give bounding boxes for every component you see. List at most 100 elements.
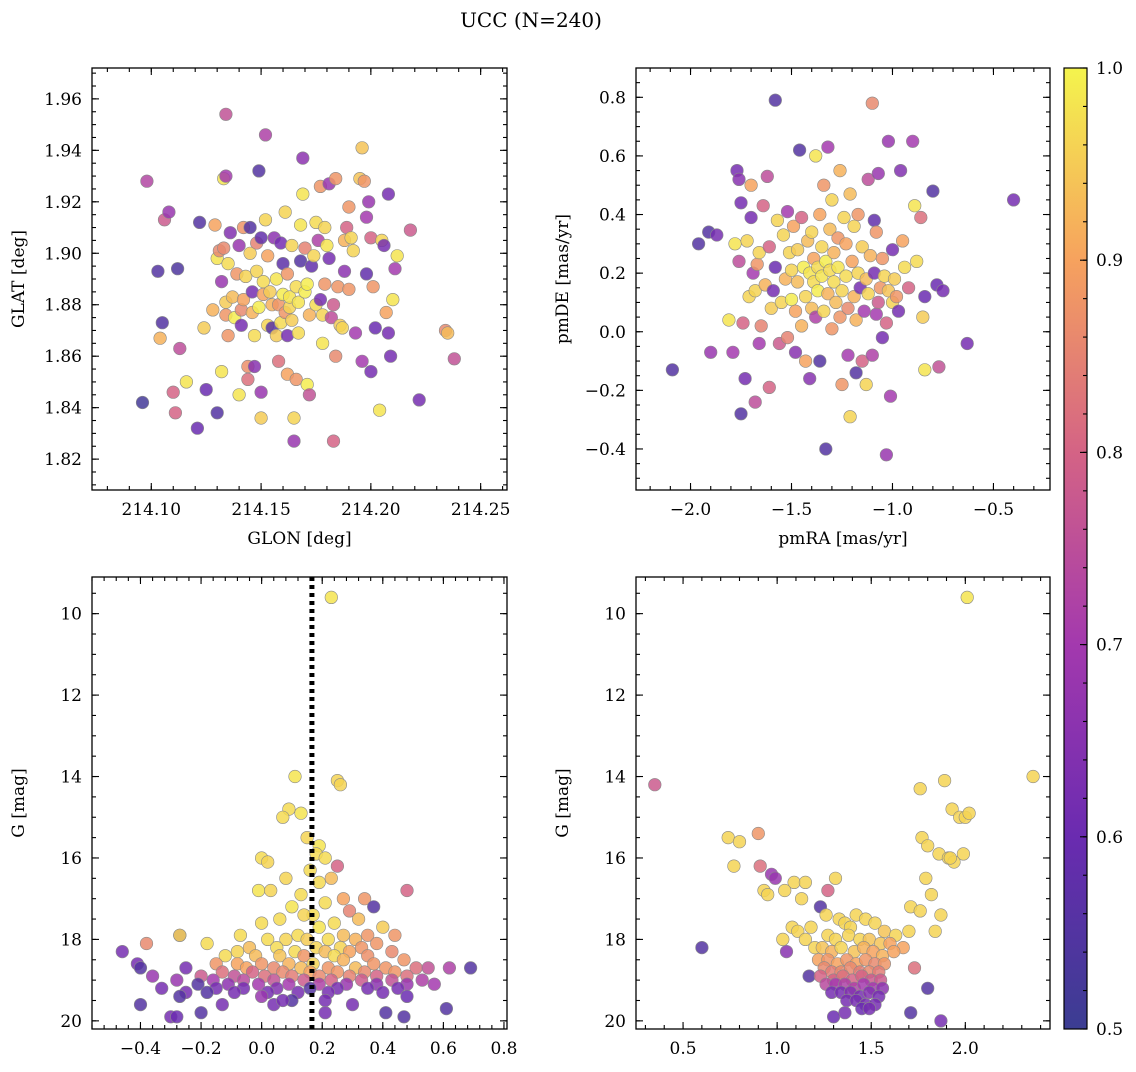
scatter-point <box>318 993 332 1008</box>
scatter-point <box>366 280 380 294</box>
scatter-point <box>381 326 396 340</box>
scatter-point <box>877 924 892 938</box>
colorbar-tick-label: 0.9 <box>1096 251 1123 271</box>
scatter-point <box>333 778 348 792</box>
scatter-point <box>845 254 859 268</box>
y-tick-label: 10 <box>604 605 626 625</box>
scatter-point <box>849 313 863 327</box>
y-tick-label: 1.92 <box>44 193 82 213</box>
scatter-point <box>843 410 857 424</box>
scatter-point <box>135 395 150 410</box>
scatter-point <box>133 961 148 975</box>
scatter-points <box>115 590 478 1024</box>
y-tick-label: 1.88 <box>44 296 82 316</box>
y-tick-label: 0.6 <box>599 147 626 167</box>
scatter-point <box>829 295 843 310</box>
scatter-point <box>397 953 411 967</box>
y-tick-label: −0.4 <box>585 440 626 460</box>
scatter-point <box>344 231 358 245</box>
scatter-point <box>798 932 813 947</box>
scatter-point <box>287 411 301 425</box>
scatter-point <box>227 985 241 1000</box>
scatter-point <box>817 178 831 192</box>
scatter-point <box>732 835 747 849</box>
scatter-point <box>210 406 224 420</box>
scatter-point <box>359 210 374 224</box>
y-tick-label: 14 <box>60 768 82 788</box>
scatter-point <box>279 932 293 947</box>
scatter-point <box>760 169 774 183</box>
scatter-point <box>750 257 764 271</box>
scatter-point <box>871 295 885 310</box>
scatter-point <box>400 883 414 898</box>
y-tick-label: 20 <box>604 1012 626 1032</box>
scatter-point <box>296 187 310 201</box>
scatter-point <box>833 310 847 324</box>
scatter-point <box>173 928 187 942</box>
x-tick-label: 214.15 <box>231 500 290 520</box>
scatter-point <box>346 244 360 258</box>
scatter-point <box>258 128 273 142</box>
scatter-point <box>794 892 809 906</box>
scatter-point <box>252 977 266 991</box>
scatter-point <box>376 985 390 1000</box>
scatter-point <box>381 187 396 201</box>
scatter-point <box>342 282 356 296</box>
scatter-point <box>871 166 885 181</box>
scatter-point <box>377 238 391 253</box>
scatter-point <box>361 928 375 942</box>
scatter-point <box>901 281 916 295</box>
x-tick-label: 214.20 <box>341 500 400 520</box>
scatter-point <box>412 393 426 407</box>
scatter-point <box>827 246 841 260</box>
scatter-point <box>318 851 332 865</box>
scatter-point <box>219 169 233 183</box>
x-tick-label: 214.10 <box>122 500 181 520</box>
scatter-point <box>828 871 843 885</box>
y-tick-label: 14 <box>604 768 626 788</box>
scatter-point <box>373 403 387 417</box>
scatter-point <box>891 304 906 318</box>
scatter-point <box>843 187 857 201</box>
scatter-point <box>367 957 381 971</box>
scatter-point <box>839 237 853 251</box>
scatter-point <box>744 178 758 192</box>
scatter-point <box>1026 769 1040 784</box>
scatter-point <box>921 981 935 995</box>
scatter-point <box>255 957 269 971</box>
scatter-point <box>391 981 405 995</box>
scatter-point <box>943 851 957 865</box>
panel-plx-g: −0.4−0.20.00.20.40.60.8101214161820Plx [… <box>9 576 517 1072</box>
scatter-point <box>833 164 847 178</box>
scatter-point <box>291 326 306 340</box>
scatter-point <box>960 336 974 351</box>
scatter-point <box>665 363 680 377</box>
scatter-point <box>348 326 363 340</box>
scatter-point <box>821 883 835 898</box>
scatter-point <box>788 345 803 359</box>
scatter-point <box>221 257 235 271</box>
scatter-point <box>285 900 299 914</box>
colorbar-tick-label: 0.6 <box>1096 828 1123 848</box>
scatter-point <box>168 406 182 420</box>
scatter-point <box>756 199 770 213</box>
scatter-point <box>318 277 332 291</box>
scatter-point <box>704 345 718 359</box>
scatter-point <box>255 989 269 1004</box>
scatter-point <box>273 949 287 963</box>
scatter-point <box>329 172 343 186</box>
y-tick-label: 20 <box>60 1012 82 1032</box>
scatter-point <box>173 989 187 1004</box>
scatter-point <box>839 269 853 283</box>
scatter-point <box>370 936 384 951</box>
scatter-point <box>784 263 799 277</box>
scatter-point <box>294 806 308 820</box>
scatter-point <box>794 210 809 225</box>
scatter-point <box>768 93 782 107</box>
scatter-point <box>752 246 766 260</box>
scatter-point <box>166 385 180 399</box>
x-tick-label: 0.6 <box>430 1039 457 1059</box>
scatter-point <box>918 290 932 304</box>
scatter-point <box>155 316 169 330</box>
